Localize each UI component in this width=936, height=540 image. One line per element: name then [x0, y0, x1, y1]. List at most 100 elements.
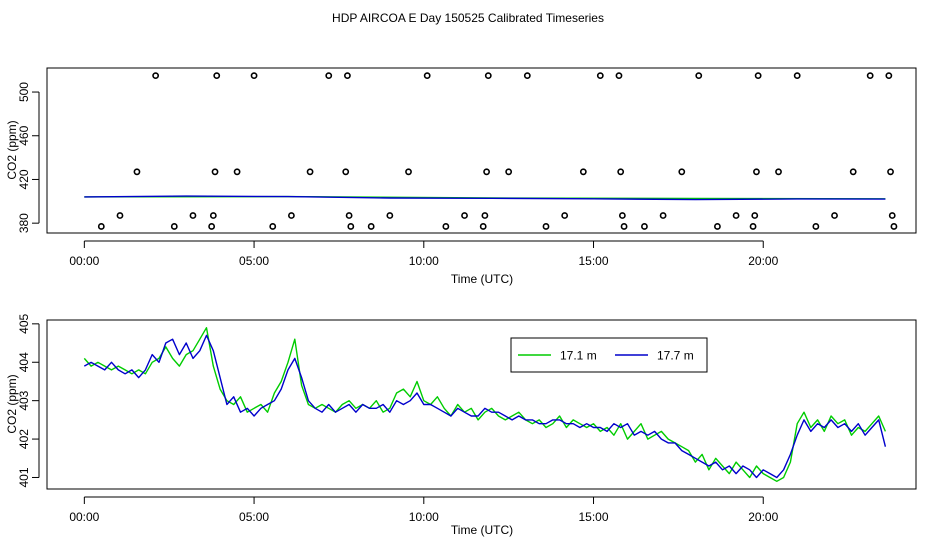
standard-point	[659, 212, 667, 219]
top-y-tick-label: 460	[17, 125, 31, 145]
bottom-x-tick-label: 00:00	[69, 510, 99, 524]
series-line-17-7-m	[83, 334, 887, 479]
standard-point	[890, 223, 898, 230]
standard-point	[775, 168, 782, 176]
standard-point	[714, 223, 721, 230]
standard-point	[620, 223, 628, 230]
bottom-x-tick-label: 05:00	[239, 510, 269, 524]
top-x-tick-label: 10:00	[409, 254, 439, 268]
top-x-tick-label: 05:00	[239, 254, 269, 268]
standard-point	[306, 168, 314, 176]
top-x-tick-label: 20:00	[748, 254, 778, 268]
standard-point	[484, 72, 492, 80]
standard-point	[133, 168, 141, 176]
standard-point	[211, 168, 219, 176]
standard-point	[888, 212, 896, 219]
standard-point	[405, 168, 412, 176]
standard-point	[753, 168, 760, 176]
standard-point	[615, 72, 623, 80]
standard-point	[233, 168, 241, 176]
standard-point	[345, 212, 353, 219]
panel-top-series	[84, 72, 898, 230]
legend-label-17-7m: 17.7 m	[657, 349, 694, 363]
standard-point	[561, 212, 569, 219]
bottom-y-tick-label: 402	[17, 429, 31, 449]
standard-point	[505, 168, 513, 176]
plot-frame-bottom	[46, 319, 917, 490]
standard-point	[812, 223, 820, 230]
standard-point	[116, 212, 124, 219]
standard-point	[342, 168, 350, 176]
standard-point	[479, 223, 487, 230]
top-x-tick-label: 00:00	[69, 254, 99, 268]
standard-point	[523, 72, 531, 80]
standard-point	[170, 223, 178, 230]
standard-point	[751, 212, 759, 219]
standard-point	[641, 223, 648, 230]
standard-point	[189, 212, 197, 219]
standard-point	[209, 212, 217, 219]
standard-point	[887, 168, 894, 176]
bottom-y-tick-label: 405	[17, 314, 31, 334]
standard-point	[344, 72, 351, 80]
chart-title: HDP AIRCOA E Day 150525 Calibrated Times…	[332, 11, 604, 25]
standard-point	[866, 72, 874, 80]
standard-point	[678, 168, 686, 176]
top-y-tick-label: 500	[17, 82, 31, 102]
standard-point	[213, 72, 221, 80]
standard-point	[347, 223, 355, 230]
standard-point	[542, 223, 550, 230]
standard-point	[208, 223, 216, 230]
legend-label-17-1m: 17.1 m	[560, 349, 597, 363]
standard-point	[386, 212, 394, 219]
standard-point	[483, 168, 490, 176]
panel-bottom-y-axis: 401 402 403 404 405	[17, 314, 40, 487]
top-x-tick-label: 15:00	[579, 254, 609, 268]
standard-point	[579, 168, 587, 176]
standard-point	[325, 72, 333, 80]
standard-point	[481, 212, 489, 219]
series-line-17-7-m	[84, 195, 886, 201]
standard-point	[695, 72, 703, 80]
plot-frame-top	[46, 67, 917, 234]
standard-point	[97, 223, 105, 230]
bottom-y-tick-label: 404	[17, 352, 31, 372]
bottom-y-tick-label: 403	[17, 390, 31, 410]
x-axis-label-top: Time (UTC)	[451, 272, 513, 286]
y-axis-label-top: CO2 (ppm)	[5, 120, 19, 179]
standard-point	[288, 212, 295, 219]
standard-point	[423, 72, 431, 80]
panel-top: 00:00 05:00 10:00 15:00 20:00 380 420 460 500 T…	[5, 67, 917, 286]
standard-point	[849, 168, 857, 176]
standard-point	[793, 72, 801, 80]
bottom-x-tick-label: 10:00	[409, 510, 439, 524]
standard-point	[885, 72, 893, 80]
bottom-y-tick-label: 401	[17, 467, 31, 487]
top-y-tick-label: 420	[17, 169, 31, 189]
standard-point	[152, 72, 160, 80]
standard-point	[618, 212, 626, 219]
panel-bottom-series	[83, 327, 887, 482]
bottom-x-tick-label: 15:00	[579, 510, 609, 524]
panel-top-y-axis: 380 420 460 500	[17, 82, 40, 233]
standard-point	[367, 223, 375, 230]
standard-point	[269, 223, 277, 230]
legend: 17.1 m 17.7 m	[510, 337, 708, 373]
standard-point	[732, 212, 740, 219]
standard-point	[250, 72, 258, 80]
standard-point	[754, 72, 762, 80]
series-line-17-1-m	[83, 327, 887, 482]
standard-point	[831, 212, 838, 219]
standard-point	[617, 168, 625, 176]
standard-point	[749, 223, 757, 230]
standard-point	[461, 212, 468, 219]
panel-bottom-x-axis: 00:00 05:00 10:00 15:00 20:00	[69, 496, 779, 524]
y-axis-label-bottom: CO2 (ppm)	[5, 374, 19, 433]
panel-bottom: 00:00 05:00 10:00 15:00 20:00 40140240340440…	[5, 314, 917, 537]
panel-top-x-axis: 00:00 05:00 10:00 15:00 20:00	[69, 240, 779, 268]
x-axis-label-bottom: Time (UTC)	[451, 523, 513, 537]
bottom-x-tick-label: 20:00	[748, 510, 778, 524]
standard-point	[442, 223, 450, 230]
